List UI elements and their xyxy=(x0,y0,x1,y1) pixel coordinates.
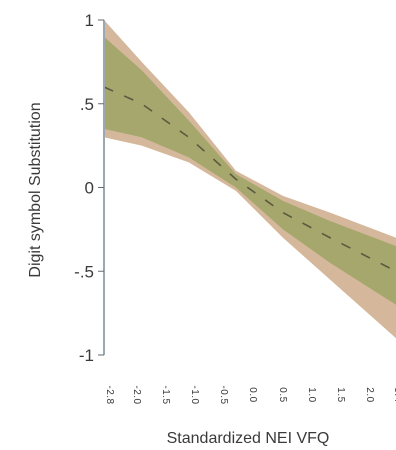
x-tick-label: 3.4 xyxy=(392,387,396,402)
x-tick-label: -1.0 xyxy=(189,385,200,404)
y-tick-label: .5 xyxy=(80,95,94,114)
x-tick-label: -2.0 xyxy=(131,385,142,404)
confidence-bands xyxy=(104,20,396,339)
x-tick-label: 2.0 xyxy=(364,387,375,402)
inner-confidence-band xyxy=(104,36,396,305)
x-axis-ticks: -2.8 -2.0 -1.5 -1.0 -0.5 0.0 0.5 1.0 1.5 2.0 3.4 xyxy=(104,385,396,404)
y-axis-ticks: 1 .5 0 -.5 -1 xyxy=(74,11,104,365)
y-tick-label: 1 xyxy=(85,11,94,30)
x-tick-label: -1.5 xyxy=(160,385,171,404)
y-tick-label: -1 xyxy=(79,346,94,365)
outer-confidence-band xyxy=(104,20,396,339)
x-tick-label: 1.5 xyxy=(335,387,346,402)
y-axis-title: Digit symbol Substitution xyxy=(27,102,44,277)
x-axis-title: Standardized NEI VFQ xyxy=(167,430,330,447)
x-tick-label: -2.8 xyxy=(104,385,115,404)
x-tick-label: 1.0 xyxy=(306,387,317,402)
y-tick-label: 0 xyxy=(85,179,94,198)
fit-lines xyxy=(103,86,396,272)
x-tick-label: 0.0 xyxy=(247,387,258,402)
y-tick-label: -.5 xyxy=(74,262,94,281)
fit-line-0 xyxy=(103,86,396,272)
x-tick-label: 0.5 xyxy=(277,387,288,402)
x-tick-label: -0.5 xyxy=(218,385,229,404)
